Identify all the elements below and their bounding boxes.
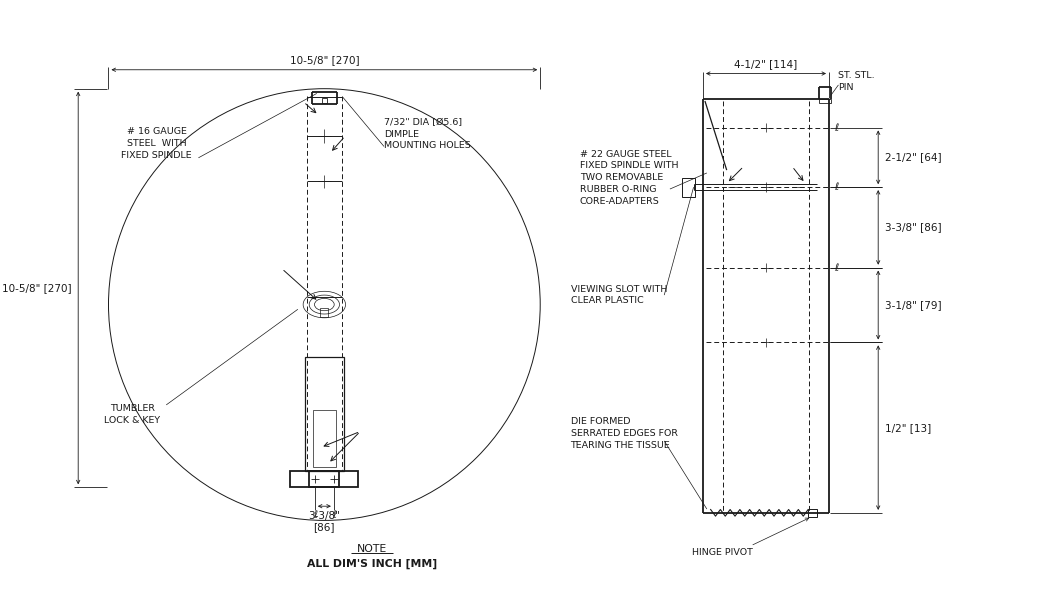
Text: HINGE PIVOT: HINGE PIVOT: [692, 548, 753, 557]
Text: 7/32" DIA [Ø5.6]
DIMPLE
MOUNTING HOLES: 7/32" DIA [Ø5.6] DIMPLE MOUNTING HOLES: [384, 118, 470, 151]
Bar: [819, 99, 831, 103]
Text: ALL DIM'S INCH [MM]: ALL DIM'S INCH [MM]: [307, 559, 437, 569]
Text: 10-5/8" [270]: 10-5/8" [270]: [290, 55, 359, 65]
Text: DIE FORMED
SERRATED EDGES FOR
TEARING THE TISSUE: DIE FORMED SERRATED EDGES FOR TEARING TH…: [570, 417, 677, 449]
Bar: [682, 178, 694, 197]
Text: ℓ: ℓ: [332, 510, 336, 520]
Bar: [313, 410, 336, 467]
Text: ST. STL.
PIN: ST. STL. PIN: [839, 71, 875, 91]
Text: ℓ: ℓ: [835, 263, 839, 273]
Text: 3-3/8"
[86]: 3-3/8" [86]: [309, 511, 340, 533]
Text: ℓ: ℓ: [835, 123, 839, 132]
Text: 1/2" [13]: 1/2" [13]: [885, 423, 931, 433]
Text: ℓ: ℓ: [835, 182, 839, 192]
Text: # 16 GAUGE
STEEL  WITH
FIXED SPINDLE: # 16 GAUGE STEEL WITH FIXED SPINDLE: [122, 127, 192, 160]
Text: 2-1/2" [64]: 2-1/2" [64]: [885, 152, 942, 162]
Text: # 22 GAUGE STEEL
FIXED SPINDLE WITH
TWO REMOVABLE
RUBBER O-RING
CORE-ADAPTERS: # 22 GAUGE STEEL FIXED SPINDLE WITH TWO …: [580, 149, 678, 206]
Text: VIEWING SLOT WITH
CLEAR PLASTIC: VIEWING SLOT WITH CLEAR PLASTIC: [570, 285, 667, 305]
Bar: [320, 308, 329, 317]
Text: 4-1/2" [114]: 4-1/2" [114]: [734, 59, 798, 69]
Bar: [309, 471, 358, 487]
Bar: [290, 471, 339, 487]
Bar: [306, 356, 343, 471]
Text: NOTE: NOTE: [357, 544, 386, 554]
Text: 10-5/8" [270]: 10-5/8" [270]: [2, 283, 71, 293]
Text: 3-3/8" [86]: 3-3/8" [86]: [885, 222, 942, 232]
Text: 3-1/8" [79]: 3-1/8" [79]: [885, 300, 942, 310]
Bar: [321, 98, 327, 103]
Text: ℓ: ℓ: [313, 510, 317, 520]
Bar: [808, 509, 817, 517]
Text: TUMBLER
LOCK & KEY: TUMBLER LOCK & KEY: [104, 404, 161, 425]
